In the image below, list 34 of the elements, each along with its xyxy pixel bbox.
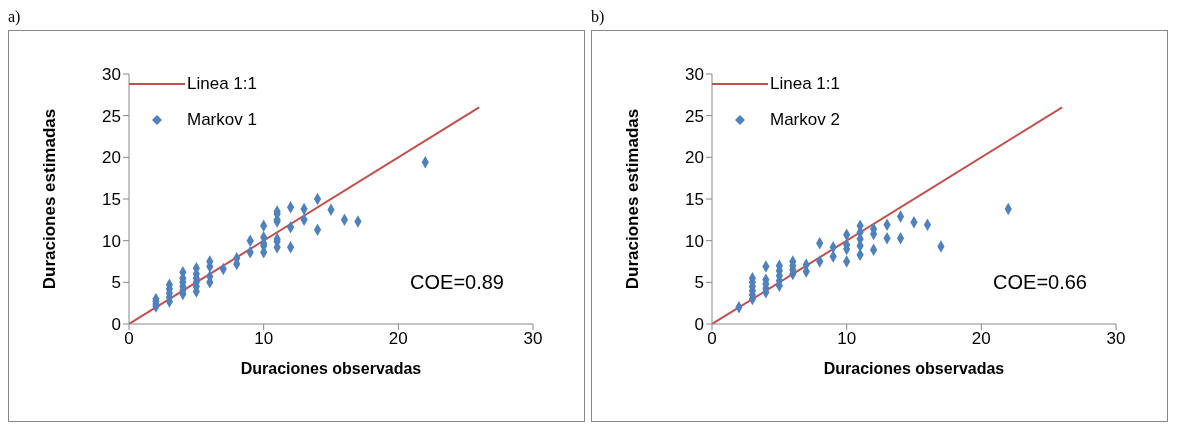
x-tick-label: 10 xyxy=(837,329,857,349)
y-tick-label: 0 xyxy=(111,315,121,335)
y-axis-title: Duraciones estimadas xyxy=(40,108,60,290)
y-tick-label: 10 xyxy=(685,231,704,251)
y-tick-label: 20 xyxy=(102,148,121,168)
y-tick-label: 25 xyxy=(102,106,121,126)
y-axis-title: Duraciones estimadas xyxy=(623,108,643,290)
legend-label: Markov 1 xyxy=(187,110,257,130)
y-tick-label: 15 xyxy=(102,190,121,210)
y-tick-label: 25 xyxy=(685,106,704,126)
x-tick-label: 30 xyxy=(1106,329,1126,349)
x-tick-label: 20 xyxy=(971,329,991,349)
x-tick-label: 10 xyxy=(254,329,274,349)
text: a) xyxy=(8,8,21,26)
x-tick-label: 20 xyxy=(388,329,408,349)
y-tick-label: 10 xyxy=(102,231,121,251)
y-tick-label: 30 xyxy=(685,65,704,85)
annotation: COE=0.89 xyxy=(410,271,504,294)
x-axis-title: Duraciones observadas xyxy=(240,360,422,377)
legend-label: Linea 1:1 xyxy=(187,74,257,94)
x-tick-label: 0 xyxy=(707,329,717,349)
x-tick-label: 30 xyxy=(523,329,543,349)
y-tick-label: 0 xyxy=(694,315,704,335)
legend-label: Markov 2 xyxy=(770,110,840,130)
y-tick-label: 20 xyxy=(685,148,704,168)
annotation: COE=0.66 xyxy=(993,271,1087,294)
y-tick-label: 30 xyxy=(102,65,121,85)
y-tick-label: 15 xyxy=(685,190,704,210)
text: b) xyxy=(591,8,605,26)
legend-label: Linea 1:1 xyxy=(770,74,840,94)
x-tick-label: 0 xyxy=(124,329,134,349)
y-tick-label: 5 xyxy=(694,273,704,293)
x-axis-title: Duraciones observadas xyxy=(823,360,1005,377)
y-tick-label: 5 xyxy=(111,273,121,293)
